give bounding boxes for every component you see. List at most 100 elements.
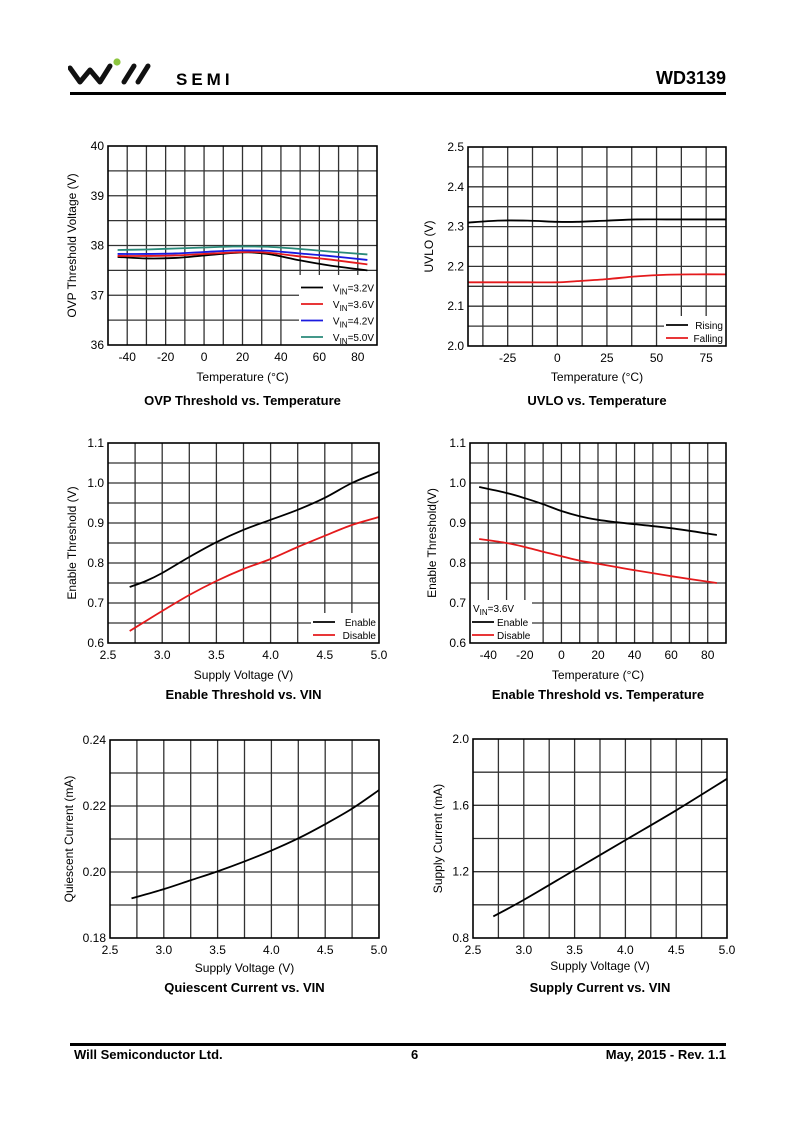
y-tick-label: 1.6 [452,798,469,812]
series-line-isupply [492,778,728,918]
chart-ovp-threshold: VIN=3.2V VIN=3.6V VIN=4.2V VIN=5.0V -40 -20 0 2… [65,139,378,408]
y-tick-label: 0.8 [452,931,469,945]
y-tick-label: 2.0 [447,339,464,353]
x-axis-label: Supply Voltage (V) [550,959,649,973]
y-axis-label: Supply Current (mA) [431,784,445,893]
chart-enable-threshold-vin: Enable Disable 2.5 3.0 3.5 4.0 4.5 5.0 0.6 0.7 0.8… [65,436,388,702]
x-tick-label: 3.5 [208,648,225,662]
legend-label: Enable [345,618,377,629]
chart-title: Enable Threshold vs. Temperature [492,687,704,702]
x-tick-label: 0 [554,351,561,365]
series-line-vin-4-2v [117,249,368,261]
plot-frame [467,146,727,347]
chart-title: Quiescent Current vs. VIN [164,980,324,995]
x-tick-label: 50 [650,351,664,365]
x-axis-label: Temperature (°C) [551,370,643,384]
legend-annotation: VIN=3.6V [473,604,514,617]
y-axis-label: Enable Threshold(V) [425,488,439,598]
x-tick-label: 4.0 [262,648,279,662]
x-tick-label: -20 [516,648,534,662]
x-tick-label: 3.5 [566,943,583,957]
series-line-vin-3-6v [117,251,368,266]
grid [108,443,379,643]
chart-title: OVP Threshold vs. Temperature [144,393,341,408]
series-line-vin-5-0v [117,245,368,256]
chart-uvlo: Rising Falling -25 0 25 50 75 2.0 2.1 2.2 2.3 2.4 2.… [422,140,727,408]
y-tick-label: 0.6 [449,636,466,650]
grid [473,739,727,938]
y-tick-label: 2.5 [447,140,464,154]
x-tick-label: 40 [274,350,288,364]
x-tick-label: 4.5 [317,943,334,957]
y-tick-label: 0.22 [83,799,107,813]
x-tick-label: 5.0 [371,943,388,957]
x-axis-label: Temperature (°C) [552,668,644,682]
x-tick-label: 4.0 [263,943,280,957]
y-tick-label: 0.8 [449,556,466,570]
y-tick-label: 1.1 [449,436,466,450]
y-tick-label: 36 [91,338,105,352]
series-line-enable [478,486,717,536]
footer-company: Will Semiconductor Ltd. [74,1047,223,1062]
legend-label: Rising [695,321,723,332]
y-tick-label: 0.18 [83,931,107,945]
x-tick-label: -40 [480,648,498,662]
legend-label: VIN=4.2V [333,317,374,330]
header-divider [70,92,726,95]
legend-label: Enable [497,618,529,629]
y-tick-label: 2.3 [447,220,464,234]
x-tick-label: 3.5 [209,943,226,957]
x-tick-label: 4.5 [668,943,685,957]
footer-date-revision: May, 2015 - Rev. 1.1 [605,1047,726,1062]
x-tick-label: 75 [699,351,713,365]
y-tick-label: 2.1 [447,299,464,313]
plot-frame [472,738,728,939]
y-tick-label: 1.1 [87,436,104,450]
x-tick-label: 0 [201,350,208,364]
y-tick-label: 0.9 [87,516,104,530]
x-tick-label: 40 [628,648,642,662]
x-tick-label: 3.0 [515,943,532,957]
y-tick-label: 1.0 [87,476,104,490]
y-tick-label: 0.24 [83,733,107,747]
x-tick-label: -25 [499,351,517,365]
x-tick-label: 0 [558,648,565,662]
footer-divider [70,1043,726,1046]
y-tick-label: 0.7 [449,596,466,610]
y-tick-label: 0.7 [87,596,104,610]
x-tick-label: 5.0 [371,648,388,662]
legend-label: VIN=5.0V [333,333,374,346]
plot-frame [107,442,380,644]
y-tick-label: 1.2 [452,865,469,879]
y-tick-label: 37 [91,288,105,302]
chart-title: Enable Threshold vs. VIN [165,687,321,702]
legend-label: VIN=3.6V [333,300,374,313]
y-tick-label: 0.20 [83,865,107,879]
legend-box [311,613,379,643]
x-tick-label: 80 [351,350,365,364]
grid [468,147,726,346]
series-line-rising [467,218,726,224]
x-axis-label: Temperature (°C) [196,370,288,384]
y-axis-label: OVP Threshold Voltage (V) [65,173,79,317]
y-axis-label: Quiescent Current (mA) [62,776,76,903]
page-header: SEMI WD3139 [68,56,726,96]
legend-label: VIN=3.2V [333,284,374,297]
plot-frame [107,145,378,346]
y-axis-label: Enable Threshold (V) [65,486,79,599]
legend-label: Falling [694,334,723,345]
chart-quiescent-current: 2.5 3.0 3.5 4.0 4.5 5.0 0.18 0.20 0.22 0.24 Supply… [62,733,388,995]
x-tick-label: 60 [664,648,678,662]
x-tick-label: 2.5 [102,943,119,957]
x-tick-label: 20 [236,350,250,364]
plot-frame [469,442,727,644]
x-axis-label: Supply Voltage (V) [194,668,293,682]
legend-label: Disable [497,631,531,642]
y-axis-label: UVLO (V) [422,220,436,272]
x-tick-label: 80 [701,648,715,662]
y-tick-label: 38 [91,239,105,253]
series-line-disable [129,516,380,632]
y-tick-label: 39 [91,189,105,203]
chart-title: UVLO vs. Temperature [527,393,666,408]
legend-box [664,316,726,346]
